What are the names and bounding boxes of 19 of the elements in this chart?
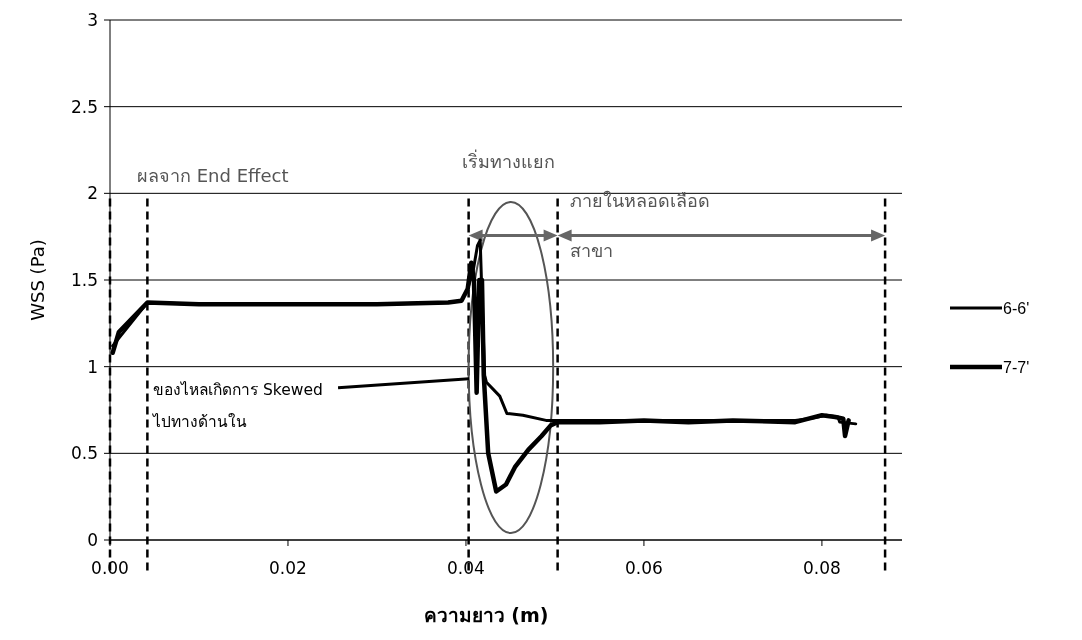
x-axis-title: ความยาว (m) (423, 604, 549, 626)
y-tick-label: 0.5 (70, 443, 98, 464)
annotation: ของไหลเกิดการ Skewed ไปทางด้านใน (151, 380, 323, 431)
y-tick-label: 2 (87, 183, 98, 204)
y-tick-label: 1 (87, 356, 98, 377)
x-tick-label: 0.08 (802, 558, 841, 578)
legend-label: 7-7' (1003, 359, 1030, 376)
y-tick-label: 0 (87, 530, 98, 550)
y-tick-label: 3 (87, 10, 98, 30)
y-tick-label: 2.5 (70, 96, 98, 117)
y-axis-title: WSS (Pa) (27, 239, 48, 321)
x-tick-label: 0.02 (269, 558, 307, 578)
annotation: เริ่มทางแยก (461, 149, 555, 172)
annotation: ผลจาก End Effect (137, 165, 289, 186)
legend-label: 6-6' (1003, 300, 1030, 317)
x-tick-label: 0.06 (625, 558, 663, 578)
text: ภายในหลอดเลือด สาขา (570, 190, 710, 261)
y-tick-label: 1.5 (70, 270, 98, 290)
x-tick-label: 0.04 (447, 558, 485, 578)
